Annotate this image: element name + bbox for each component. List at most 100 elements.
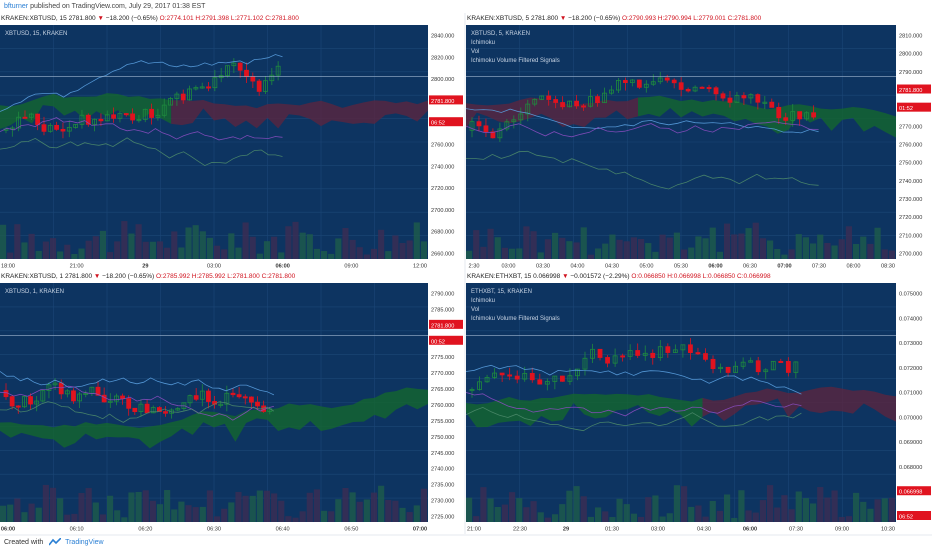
down-arrow-icon: ▼: [97, 15, 104, 22]
candle: [597, 348, 603, 358]
chart-pane-xbtusd-15[interactable]: KRAKEN:XBTUSD, 15 2781.800 ▼ −18.200 (−0…: [0, 13, 464, 271]
volume-bar: [881, 249, 888, 259]
chart-pane-xbtusd-5[interactable]: KRAKEN:XBTUSD, 5 2781.800 ▼ −18.200 (−0.…: [466, 13, 932, 271]
chart-canvas[interactable]: 2840.000 2820.000 2800.000 2781.800 06:52 276…: [0, 25, 464, 271]
volume-bar: [349, 492, 356, 522]
indicator-lines: [0, 54, 283, 167]
candle: [47, 124, 53, 132]
chart-pane-xbtusd-1[interactable]: KRAKEN:XBTUSD, 1 2781.800 ▼ −18.200 (−0.…: [0, 271, 464, 534]
candle: [605, 357, 610, 364]
volume-bar: [185, 505, 192, 522]
candle: [174, 93, 180, 99]
chart-canvas[interactable]: 0.075000 0.074000 0.073000 0.072000 0.071000…: [466, 283, 932, 534]
volume-bar: [42, 241, 49, 259]
volume-bar: [616, 498, 623, 522]
candle: [28, 113, 34, 118]
time-label: 06:20: [138, 527, 152, 533]
price-label: 2790.000: [431, 292, 454, 298]
candle: [567, 375, 573, 382]
volume-bar: [21, 512, 28, 522]
time-label: 03:00: [207, 264, 221, 270]
candle: [748, 94, 754, 99]
candle: [602, 92, 607, 104]
volume-bar: [171, 231, 178, 259]
author-link[interactable]: bfturner: [4, 3, 29, 10]
volume-bar: [559, 504, 566, 522]
tradingview-link[interactable]: TradingView: [65, 539, 104, 546]
legend-item: ETHXBT, 15, KRAKEN: [471, 289, 532, 295]
volume-bar: [759, 238, 766, 259]
candle: [720, 93, 726, 99]
volume-bar: [666, 513, 673, 522]
grid: [466, 25, 896, 259]
volume-bar: [853, 244, 860, 259]
volume-bar: [78, 248, 85, 259]
volume-bar: [623, 504, 630, 522]
low-value: L:2779.001: [693, 15, 726, 22]
chart-pane-ethxbt-15[interactable]: KRAKEN:ETHXBT, 15 0.066998 ▼ −0.001572 (…: [466, 271, 932, 534]
candle: [643, 83, 649, 88]
volume-bar: [192, 225, 199, 259]
price-axis[interactable]: [428, 25, 464, 271]
volume-bar: [860, 501, 867, 522]
time-label: 03:00: [502, 264, 516, 270]
candle: [575, 368, 580, 377]
time-label: 06:00: [276, 264, 290, 270]
open-value: O:2774.101: [159, 15, 194, 22]
volume-bars: [466, 222, 895, 259]
price-label: 0.069000: [899, 440, 922, 446]
candle: [790, 111, 796, 121]
time-label: 06:00: [708, 264, 722, 270]
volume-bar: [867, 243, 874, 259]
volume-bar: [335, 238, 342, 259]
price-axis[interactable]: [896, 25, 932, 271]
candle: [522, 372, 528, 380]
candle: [612, 355, 618, 364]
volume-bar: [573, 242, 580, 259]
candle: [28, 396, 33, 405]
candle: [237, 62, 243, 71]
candle: [762, 101, 768, 104]
volume-bar: [652, 251, 659, 259]
candle: [770, 360, 776, 371]
volume-bar: [64, 514, 71, 522]
volume-bar: [221, 508, 228, 522]
volume-bar: [313, 248, 320, 259]
time-axis[interactable]: [466, 259, 896, 271]
volume-bar: [530, 501, 537, 522]
candle: [665, 346, 671, 353]
volume-bar: [271, 236, 278, 259]
close-value: C:0.066998: [737, 273, 771, 280]
candle: [671, 79, 677, 84]
candle: [636, 79, 642, 88]
time-axis[interactable]: [466, 522, 896, 534]
candle: [16, 116, 22, 129]
candle: [111, 114, 116, 119]
price-label: 2740.000: [431, 164, 454, 170]
candle: [581, 105, 586, 108]
volume-bar: [774, 249, 781, 259]
chart-canvas[interactable]: 2810.000 2800.000 2790.000 2781.800 01:52 277…: [466, 25, 932, 271]
volume-bar: [580, 227, 587, 259]
candle: [725, 366, 731, 373]
time-axis[interactable]: [0, 259, 428, 271]
last-price: 0.066998: [533, 273, 561, 280]
candle: [73, 123, 79, 128]
volume-bar: [509, 248, 516, 259]
candle: [713, 87, 719, 95]
candle: [77, 393, 83, 402]
volume-bar: [874, 227, 881, 259]
time-label: 09:00: [835, 527, 849, 533]
candle: [248, 396, 254, 403]
volume-bar: [235, 491, 242, 522]
time-axis[interactable]: [0, 522, 428, 534]
volume-bar: [235, 247, 242, 259]
volume-bar: [107, 495, 114, 522]
chart-canvas[interactable]: 2790.000 2785.000 2781.800 00:52 2775.000 277…: [0, 283, 464, 534]
candle: [231, 62, 237, 67]
candle: [275, 65, 281, 76]
candle: [672, 349, 678, 353]
pane-header: KRAKEN:ETHXBT, 15 0.066998 ▼ −0.001572 (…: [466, 271, 932, 283]
volume-bar: [709, 500, 716, 522]
candle: [706, 87, 712, 90]
